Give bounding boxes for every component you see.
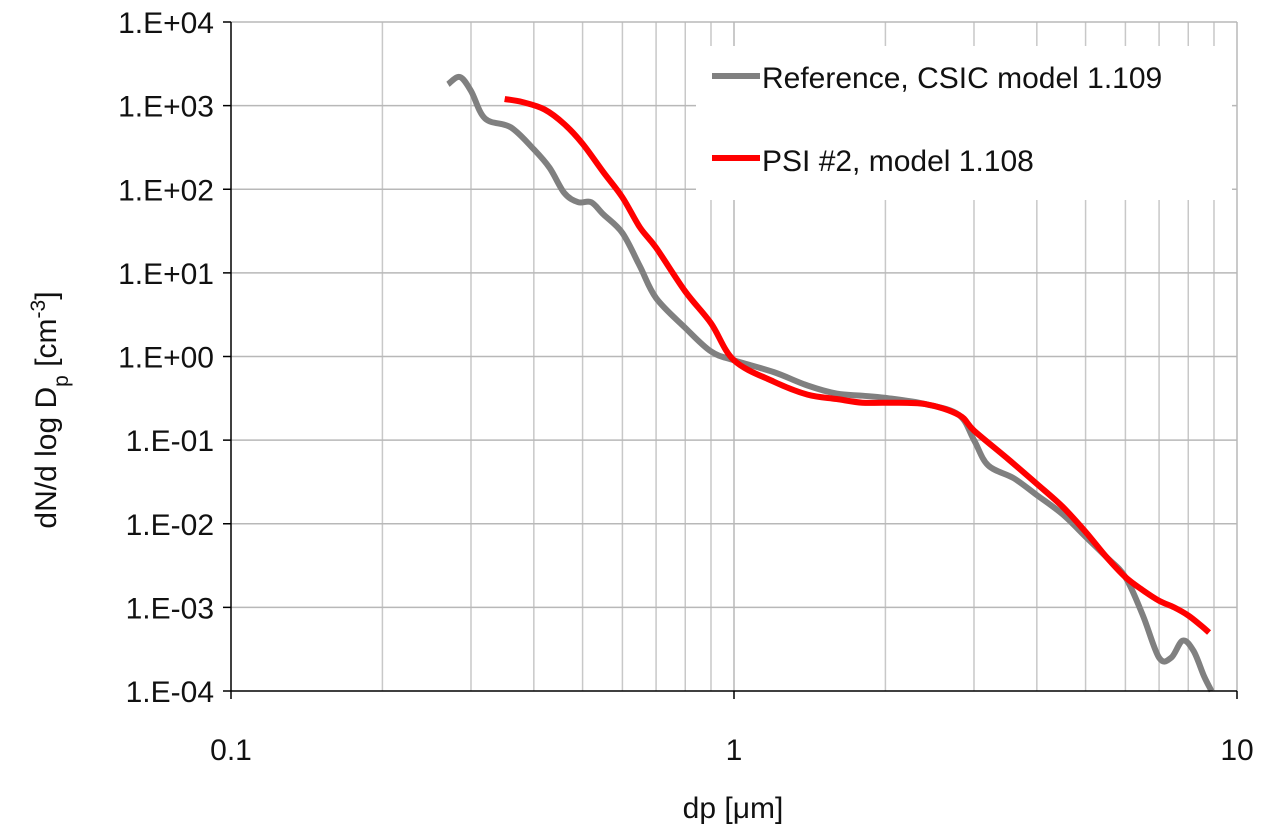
y-tick-label: 1.E+00: [118, 342, 214, 375]
legend: Reference, CSIC model 1.109 PSI #2, mode…: [696, 46, 1232, 200]
series-line-reference: [446, 73, 1215, 693]
legend-label-psi: PSI #2, model 1.108: [762, 145, 1034, 178]
series-layer: [446, 73, 1215, 693]
y-tick-label: 1.E-01: [126, 425, 214, 458]
legend-label-reference: Reference, CSIC model 1.109: [762, 62, 1162, 95]
y-tick-label: 1.E+03: [118, 91, 214, 124]
tick-labels: 1.E-04 1.E-03 1.E-02 1.E-01 1.E+00 1.E+01 1.E+…: [118, 7, 1254, 767]
y-tick-label: 1.E-04: [126, 676, 214, 709]
y-tick-label: 1.E+04: [118, 7, 214, 40]
x-tick-label: 0.1: [210, 734, 252, 767]
y-tick-label: 1.E+02: [118, 174, 214, 207]
y-tick-label: 1.E-02: [126, 509, 214, 542]
y-axis-label: dN/d log Dp [cm-3]: [27, 291, 73, 528]
axes: [223, 21, 1238, 699]
legend-background: [696, 46, 1232, 200]
x-tick-label: 1: [726, 734, 743, 767]
x-axis-label: dp [μm]: [683, 792, 784, 825]
series-line-psi: [504, 96, 1212, 635]
y-tick-label: 1.E+01: [118, 258, 214, 291]
x-tick-label: 10: [1220, 734, 1253, 767]
y-tick-label: 1.E-03: [126, 592, 214, 625]
